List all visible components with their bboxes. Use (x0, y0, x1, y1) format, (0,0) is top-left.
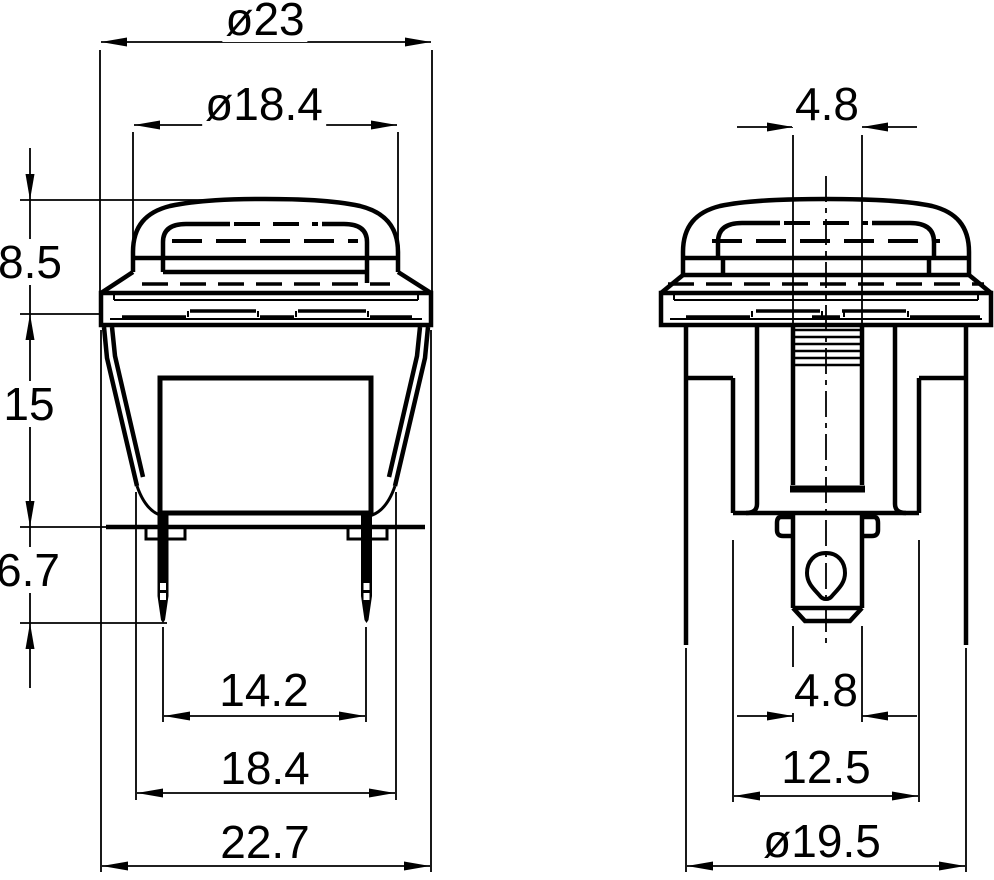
dim-label-latch-span: 12.5 (778, 744, 874, 790)
front-snap-arms (101, 326, 431, 518)
dim-label-stem-width-bottom: 4.8 (791, 667, 861, 713)
front-terminal-pins (157, 515, 372, 623)
front-button-cap (130, 196, 401, 283)
front-bezel-inner-lines (110, 293, 422, 320)
dim-label-body-depth: 15 (0, 381, 58, 427)
front-cap-hidden-lines (172, 222, 358, 243)
front-dimension-arrows (25, 37, 431, 871)
dim-label-stem-width-top: 4.8 (792, 81, 862, 127)
front-view-drawing (20, 37, 434, 872)
dim-label-terminal-pitch: 14.2 (216, 667, 312, 713)
front-body-bottom (106, 524, 425, 541)
side-latch-stem (774, 325, 881, 624)
front-bezel-stepped-hidden-line (122, 309, 412, 319)
dim-label-overall-diameter: ø23 (222, 0, 308, 42)
dim-label-button-diameter: ø18.4 (202, 81, 326, 127)
side-bezel-inner-lines (670, 293, 982, 320)
side-dimension-arrows (687, 122, 965, 871)
dim-label-clip-span: 22.7 (217, 819, 313, 865)
dim-label-barrel-diameter: ø19.5 (760, 818, 884, 864)
front-terminal-pin-slots (160, 583, 370, 600)
side-view-drawing (658, 122, 994, 872)
side-dimension-lines (685, 126, 967, 872)
side-bezel-stepped-hidden-line (686, 309, 980, 319)
dim-label-body-width: 18.4 (217, 745, 313, 791)
dim-label-terminal-length: 6.7 (0, 547, 63, 593)
front-bezel (98, 270, 434, 328)
dim-label-button-height: 8.5 (0, 239, 65, 285)
front-body-window (157, 375, 374, 516)
